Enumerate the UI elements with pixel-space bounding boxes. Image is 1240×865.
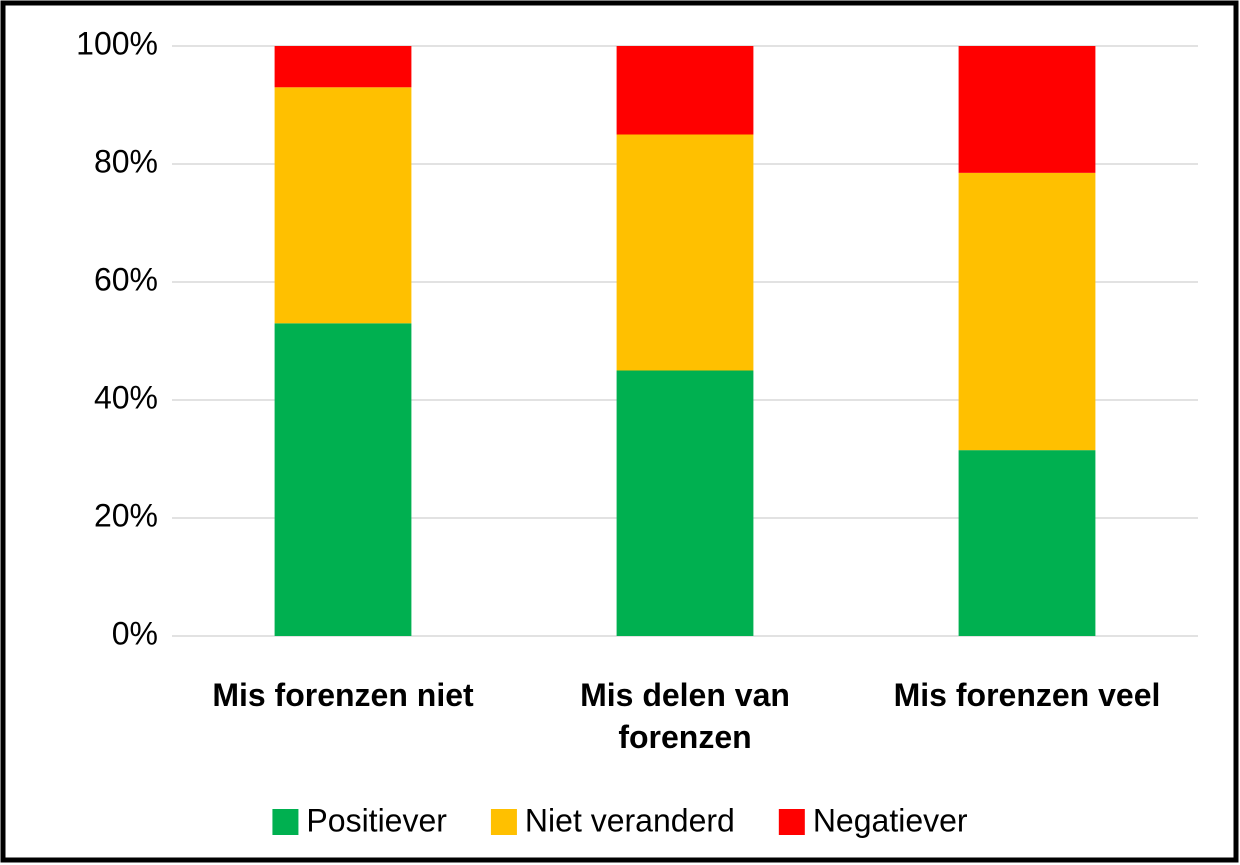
bar-segment <box>958 450 1096 636</box>
legend-label: Positiever <box>306 802 447 838</box>
legend-swatch <box>778 809 805 835</box>
legend-label: Niet veranderd <box>525 802 735 838</box>
y-tick-label: 60% <box>94 261 158 297</box>
y-tick-label: 40% <box>94 379 158 415</box>
x-tick-label: Mis forenzen niet <box>212 677 474 713</box>
bar-segment <box>958 172 1096 451</box>
x-tick-label: Mis forenzen veel <box>893 677 1161 713</box>
legend-label: Negatiever <box>813 802 968 838</box>
y-tick-label: 80% <box>94 143 158 179</box>
bar-segment <box>274 323 412 636</box>
bar-segment <box>616 46 754 135</box>
y-tick-label: 20% <box>94 497 158 533</box>
legend-swatch <box>490 809 517 835</box>
bar-segment <box>616 370 754 636</box>
bar-segment <box>274 87 412 324</box>
bar-segment <box>274 46 412 88</box>
y-tick-label: 0% <box>112 615 158 651</box>
legend-swatch <box>272 809 299 835</box>
bar-segment <box>958 46 1096 173</box>
y-tick-label: 100% <box>76 25 158 61</box>
x-tick-label: Mis delen van forenzen <box>580 677 790 755</box>
bar-segment <box>616 134 754 371</box>
